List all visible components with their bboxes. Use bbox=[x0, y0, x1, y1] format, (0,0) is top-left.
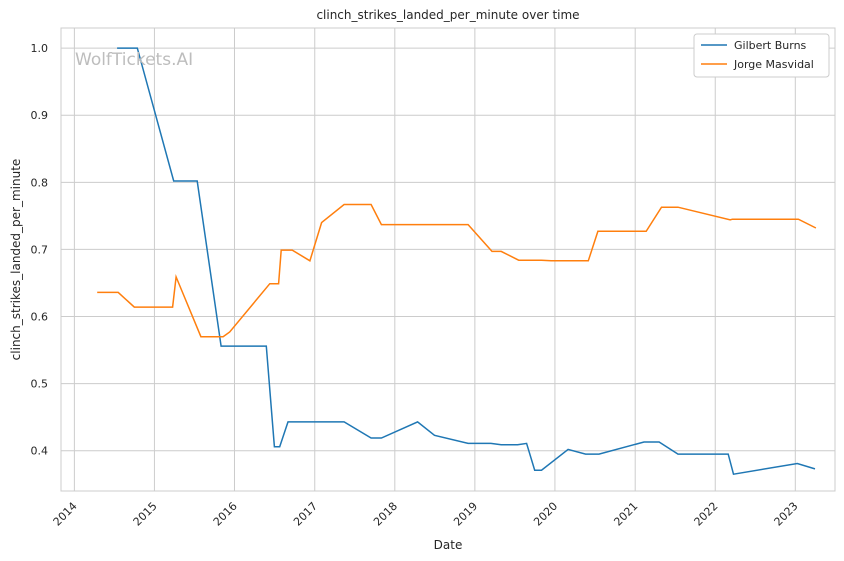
y-axis-label: clinch_strikes_landed_per_minute bbox=[9, 159, 23, 361]
x-tick-label: 2018 bbox=[371, 500, 400, 529]
y-tick-label: 0.9 bbox=[31, 109, 49, 122]
y-tick-label: 0.6 bbox=[31, 311, 49, 324]
x-tick-label: 2020 bbox=[531, 500, 560, 529]
watermark: WolfTickets.AI bbox=[75, 50, 193, 70]
series-line-1 bbox=[117, 47, 816, 476]
legend-frame bbox=[693, 33, 830, 78]
y-tick-label: 1.0 bbox=[31, 42, 49, 55]
grid-layer bbox=[61, 28, 835, 491]
series-layer bbox=[97, 47, 817, 476]
x-tick-label: 2021 bbox=[611, 500, 640, 529]
x-tick-label: 2022 bbox=[692, 500, 721, 529]
y-tick-label: 0.8 bbox=[31, 176, 49, 189]
x-axis-label: Date bbox=[434, 538, 463, 552]
x-tick-label: 2017 bbox=[291, 500, 320, 529]
x-tick-label: 2023 bbox=[772, 500, 801, 529]
series-line-2 bbox=[97, 203, 817, 338]
y-tick-label: 0.7 bbox=[31, 243, 49, 256]
x-tick-label: 2019 bbox=[451, 500, 480, 529]
legend-label: Jorge Masvidal bbox=[733, 58, 814, 71]
legend: Gilbert Burns Jorge Masvidal bbox=[693, 33, 830, 78]
x-tick-label: 2014 bbox=[51, 500, 80, 529]
x-tick-label: 2016 bbox=[211, 500, 240, 529]
x-tick-label: 2015 bbox=[131, 500, 160, 529]
plot-frame bbox=[60, 27, 836, 492]
y-tick-label: 0.4 bbox=[31, 445, 49, 458]
y-tick-label: 0.5 bbox=[31, 378, 49, 391]
chart-title: clinch_strikes_landed_per_minute over ti… bbox=[316, 8, 579, 22]
legend-label: Gilbert Burns bbox=[734, 39, 807, 52]
